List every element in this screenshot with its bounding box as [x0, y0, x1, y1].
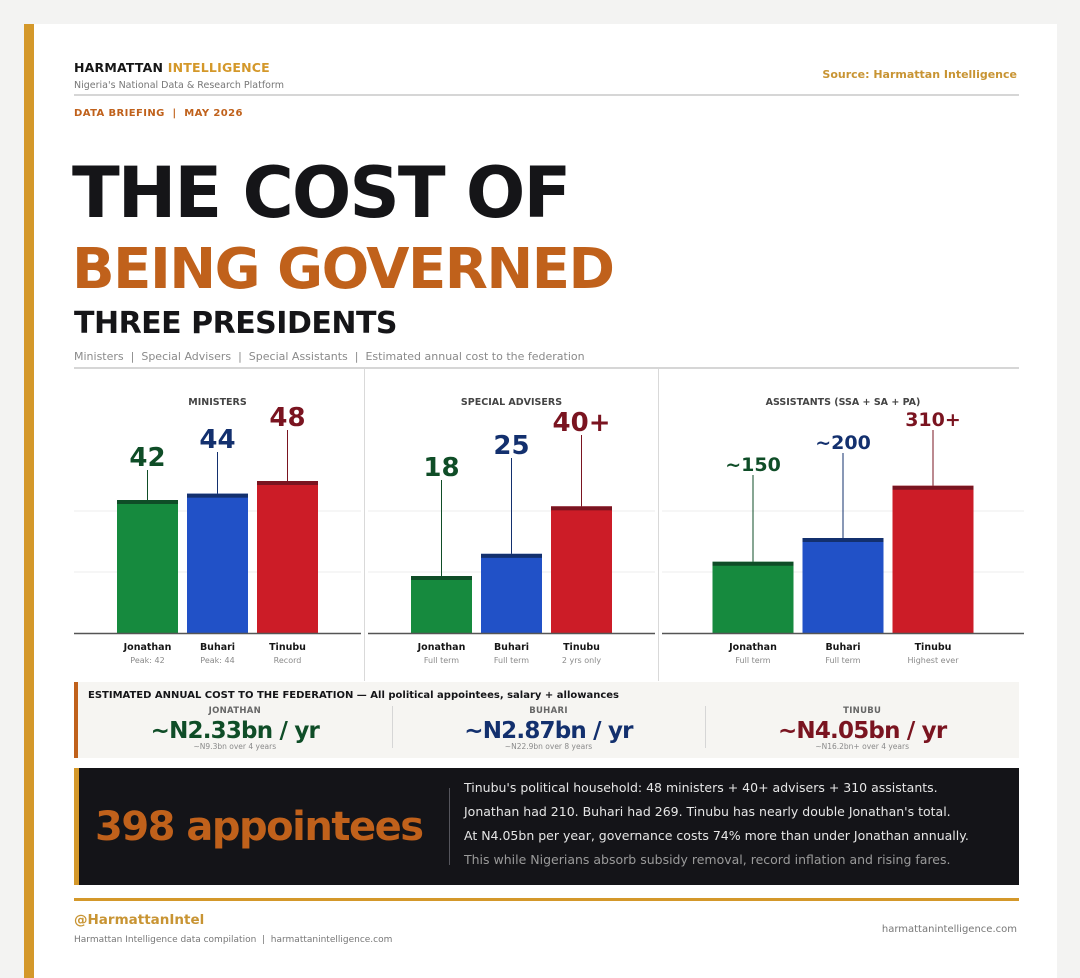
brand-logo: HARMATTAN INTELLIGENCE [74, 60, 270, 75]
bar-tinubu [257, 481, 318, 633]
category-label: Buhari [494, 642, 529, 653]
bar-cap [551, 506, 612, 511]
footer-divider [74, 898, 1019, 901]
category-sublabel: Record [274, 656, 302, 665]
annual-cost-columns: JONATHAN ~N2.33bn / yr ~N9.3bn over 4 ye… [78, 706, 1019, 754]
summary-divider [449, 788, 450, 865]
category-sublabel: Peak: 42 [130, 656, 164, 665]
category-label: Buhari [200, 642, 235, 653]
bar-jonathan [117, 500, 178, 633]
bar-tinubu [551, 506, 612, 633]
summary-text: Tinubu's political household: 48 ministe… [464, 780, 969, 876]
bar-cap [187, 493, 248, 498]
category-label: Jonathan [728, 642, 777, 653]
header-divider [74, 94, 1019, 96]
chart-title: MINISTERS [188, 397, 247, 408]
category-sublabel: Full term [825, 656, 860, 665]
summary-line: This while Nigerians absorb subsidy remo… [464, 852, 951, 867]
annual-cost-heading: ESTIMATED ANNUAL COST TO THE FEDERATION … [88, 690, 620, 701]
summary-line: Jonathan had 210. Buhari had 269. Tinubu… [464, 804, 951, 819]
summary-line: Tinubu's political household: 48 ministe… [464, 780, 938, 795]
left-accent-bar [24, 24, 34, 978]
category-sublabel: Highest ever [907, 656, 959, 665]
value-label: 310+ [905, 409, 961, 431]
headline-line-1: THE COST OF [72, 152, 571, 234]
summary-line: At N4.05bn per year, governance costs 74… [464, 828, 969, 843]
bar-cap [481, 553, 542, 558]
cost-column-buhari: BUHARI ~N2.87bn / yr ~N22.9bn over 8 yea… [391, 706, 706, 754]
charts-top-divider [74, 367, 1019, 369]
bar-jonathan [411, 576, 472, 633]
cost-name: TINUBU [843, 706, 882, 716]
cost-note: ~N22.9bn over 8 years [504, 742, 593, 751]
category-label: Jonathan [123, 642, 172, 653]
infographic-page: HARMATTAN INTELLIGENCE Nigeria's Nationa… [24, 24, 1057, 978]
chart-title: SPECIAL ADVISERS [461, 397, 562, 408]
category-sublabel: Full term [494, 656, 529, 665]
cost-value: ~N2.87bn / yr [464, 718, 633, 744]
bar-charts-svg: MINISTERS 42 Jonathan Peak: 42 44 Buhari Peak:… [74, 369, 1024, 681]
cost-name: BUHARI [529, 706, 568, 716]
category-label: Tinubu [563, 642, 600, 653]
bar-tinubu [892, 485, 974, 633]
value-label: 42 [129, 443, 165, 473]
value-label: 25 [493, 431, 529, 461]
footer-credit: Harmattan Intelligence data compilation … [74, 935, 393, 945]
category-label: Buhari [825, 642, 860, 653]
brand-subtitle: Nigeria's National Data & Research Platf… [74, 80, 284, 91]
category-label: Tinubu [915, 642, 952, 653]
bar-cap [117, 500, 178, 504]
headline-subtitle: Ministers | Special Advisers | Special A… [74, 350, 585, 363]
bar-cap [892, 485, 974, 490]
summary-panel: 398 appointees Tinubu's political househ… [74, 768, 1019, 885]
headline-line-3: THREE PRESIDENTS [74, 306, 398, 341]
cost-column-tinubu: TINUBU ~N4.05bn / yr ~N16.2bn+ over 4 ye… [705, 706, 1019, 754]
source-label: Source: Harmattan Intelligence [822, 68, 1017, 81]
charts-area: MINISTERS 42 Jonathan Peak: 42 44 Buhari Peak:… [74, 369, 1024, 681]
bar-cap [257, 481, 318, 485]
category-sublabel: Full term [735, 656, 770, 665]
value-label: 48 [269, 403, 305, 433]
category-sublabel: Full term [424, 656, 459, 665]
cost-value: ~N2.33bn / yr [150, 718, 320, 744]
cost-note: ~N9.3bn over 4 years [193, 742, 277, 751]
chart-title: ASSISTANTS (SSA + SA + PA) [766, 397, 921, 408]
bar-buhari [481, 553, 542, 633]
value-label: 18 [423, 453, 459, 483]
annual-cost-panel: ESTIMATED ANNUAL COST TO THE FEDERATION … [74, 682, 1019, 758]
cost-note: ~N16.2bn+ over 4 years [815, 742, 910, 751]
headline-line-2: BEING GOVERNED [72, 237, 615, 302]
bar-cap [802, 538, 884, 542]
footer-website[interactable]: harmattanintelligence.com [881, 924, 1017, 935]
value-label: ~150 [725, 454, 781, 476]
bar-jonathan [712, 561, 794, 633]
value-label: ~200 [815, 432, 871, 454]
category-label: Jonathan [417, 642, 466, 653]
bar-buhari [802, 538, 884, 633]
bar-cap [712, 561, 794, 566]
bar-cap [411, 576, 472, 580]
social-handle[interactable]: @HarmattanIntel [74, 912, 205, 928]
cost-value: ~N4.05bn / yr [777, 718, 947, 744]
briefing-label: DATA BRIEFING | MAY 2026 [74, 108, 243, 119]
value-label: 40+ [553, 408, 611, 438]
cost-column-jonathan: JONATHAN ~N2.33bn / yr ~N9.3bn over 4 ye… [78, 706, 392, 754]
total-appointees-stat: 398 appointees [95, 804, 424, 850]
cost-name: JONATHAN [208, 706, 262, 716]
value-label: 44 [199, 425, 235, 455]
brand-primary: HARMATTAN [74, 60, 164, 75]
category-label: Tinubu [269, 642, 306, 653]
category-sublabel: Peak: 44 [200, 656, 234, 665]
category-sublabel: 2 yrs only [562, 656, 602, 665]
bar-buhari [187, 493, 248, 633]
brand-accent: INTELLIGENCE [167, 60, 270, 75]
